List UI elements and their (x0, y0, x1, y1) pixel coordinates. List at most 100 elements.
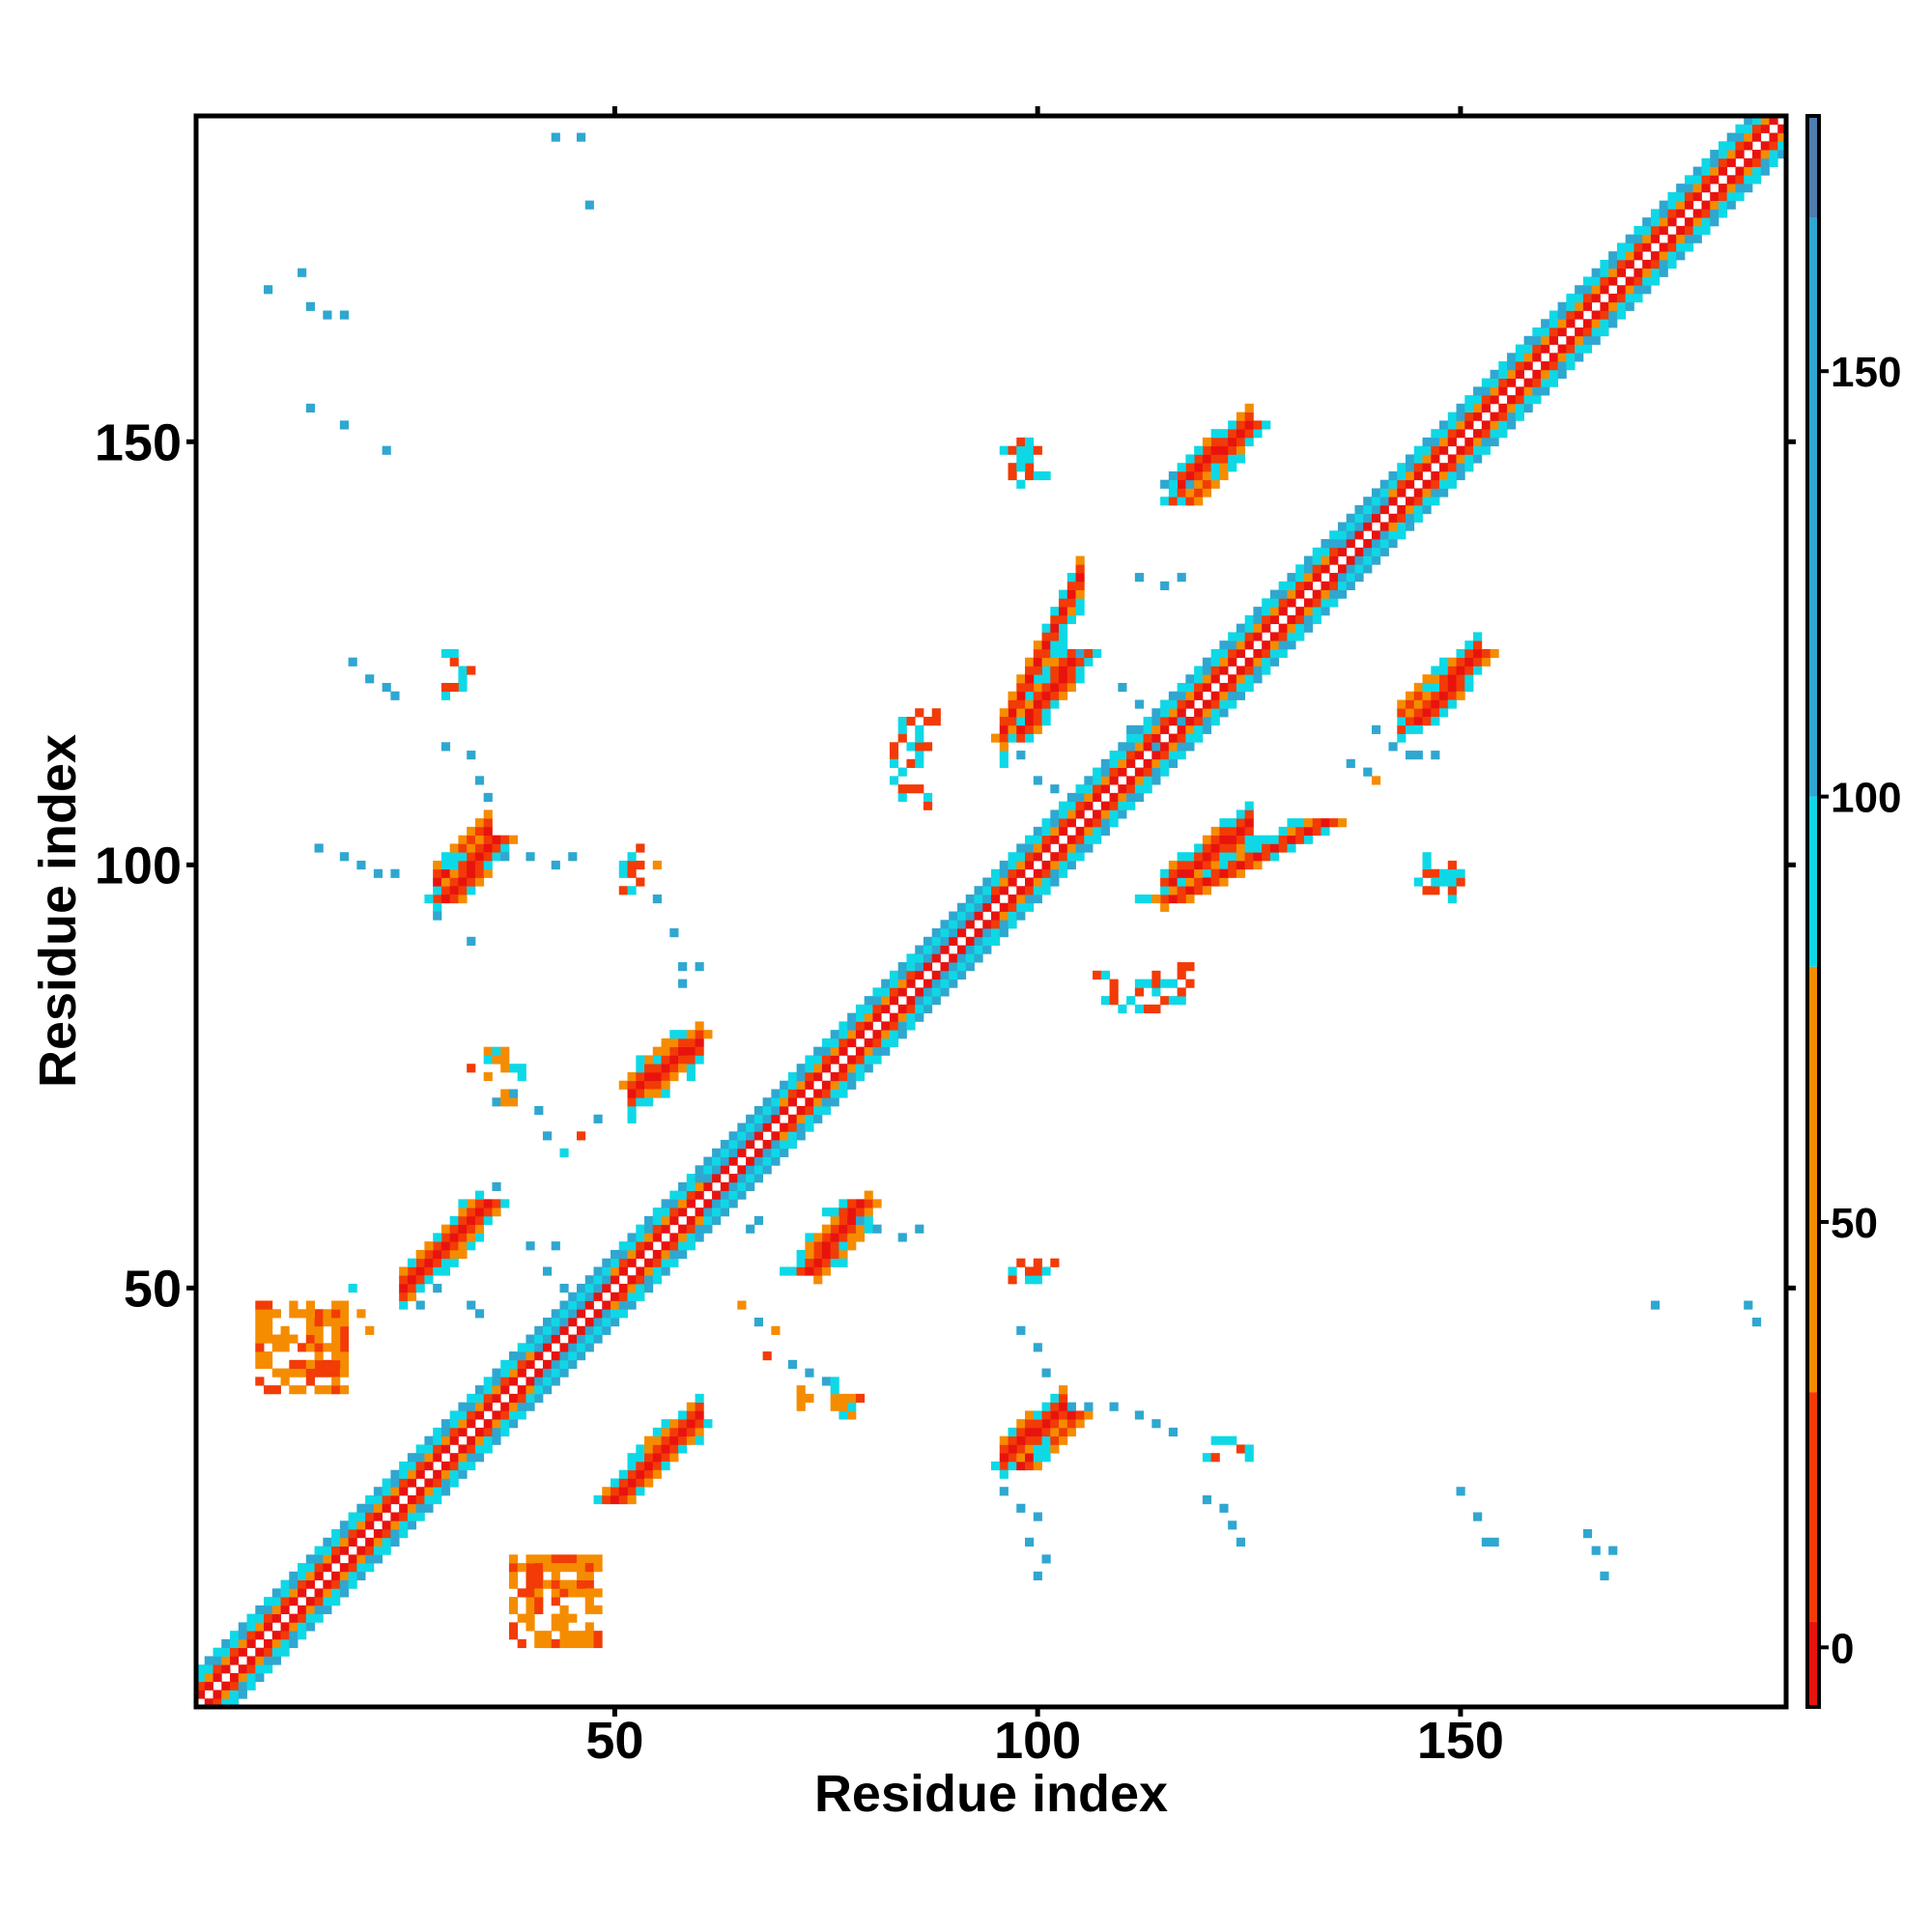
heatmap-cell (1337, 589, 1348, 599)
heatmap-cell (728, 1174, 738, 1183)
heatmap-cell (1406, 691, 1415, 700)
heatmap-cell (821, 1097, 832, 1107)
heatmap-cell (407, 1283, 417, 1293)
heatmap-cell (526, 1579, 535, 1589)
heatmap-cell (593, 1554, 603, 1564)
heatmap-cell (271, 1613, 281, 1623)
heatmap-cell (796, 1064, 806, 1073)
heatmap-cell (931, 945, 941, 954)
heatmap-cell (305, 1368, 315, 1378)
heatmap-cell (508, 1064, 519, 1073)
heatmap-cell (1541, 361, 1550, 371)
heatmap-cell (1033, 835, 1042, 844)
heatmap-cell (492, 1435, 501, 1445)
heatmap-cell (474, 1427, 485, 1437)
heatmap-cell (500, 1199, 510, 1208)
heatmap-cell (712, 1165, 722, 1175)
heatmap-cell (1456, 412, 1465, 421)
heatmap-cell (365, 1512, 375, 1521)
heatmap-cell (1109, 979, 1119, 988)
heatmap-cell (1219, 1503, 1229, 1513)
heatmap-cell (982, 902, 992, 912)
heatmap-cell (1515, 386, 1524, 396)
heatmap-cell (1210, 699, 1220, 709)
heatmap-cell (796, 1089, 806, 1098)
heatmap-cell (1059, 691, 1068, 700)
heatmap-cell (796, 1402, 806, 1411)
heatmap-cell (559, 1309, 569, 1319)
heatmap-cell (526, 1359, 535, 1369)
heatmap-cell (584, 1275, 594, 1285)
heatmap-cell (1033, 877, 1042, 887)
heatmap-cell (991, 877, 1001, 887)
heatmap-cell (1008, 463, 1017, 472)
heatmap-cell (661, 1215, 670, 1226)
heatmap-cell (474, 1453, 485, 1463)
heatmap-cell (1143, 758, 1152, 768)
heatmap-cell (1059, 810, 1068, 819)
heatmap-cell (382, 1503, 391, 1513)
heatmap-cell (407, 1453, 417, 1463)
heatmap-cell (1016, 843, 1026, 853)
colorbar-tick-label: 0 (1831, 1625, 1854, 1672)
heatmap-cell (1041, 1554, 1051, 1564)
heatmap-cell (611, 1309, 620, 1319)
heatmap-cell (339, 420, 349, 430)
heatmap-cell (559, 1579, 569, 1589)
heatmap-cell (1397, 488, 1406, 497)
heatmap-cell (289, 1597, 298, 1606)
heatmap-cell (1692, 166, 1702, 176)
heatmap-cell (474, 1208, 485, 1217)
heatmap-cell (1016, 445, 1026, 455)
heatmap-cell (1244, 403, 1254, 413)
heatmap-cell (1642, 259, 1652, 270)
heatmap-cell (1202, 437, 1212, 447)
heatmap-cell (314, 1571, 324, 1580)
heatmap-cell (1185, 742, 1195, 752)
heatmap-cell (559, 1148, 569, 1157)
heatmap-cell (1303, 835, 1314, 844)
heatmap-cell (644, 1097, 654, 1107)
heatmap-cell (762, 1351, 772, 1361)
heatmap-cell (1202, 860, 1212, 870)
heatmap-cell (1066, 1410, 1076, 1420)
heatmap-cell (1744, 1300, 1753, 1310)
heatmap-cell (872, 996, 882, 1006)
heatmap-cell (906, 1012, 916, 1022)
heatmap-cell (1185, 860, 1195, 870)
heatmap-cell (1464, 682, 1474, 693)
heatmap-cell (1379, 522, 1389, 531)
heatmap-cell (838, 1089, 848, 1098)
heatmap-cell (1059, 1410, 1068, 1420)
heatmap-cell (474, 1233, 485, 1242)
heatmap-cell (526, 1588, 535, 1598)
heatmap-cell (1278, 835, 1288, 844)
heatmap-cell (1244, 632, 1254, 641)
heatmap-cell (1718, 157, 1728, 167)
heatmap-cell (1084, 843, 1094, 853)
heatmap-cell (1388, 742, 1398, 752)
heatmap-cell (458, 1215, 468, 1226)
heatmap-cell (551, 860, 560, 870)
heatmap-cell (999, 928, 1009, 938)
heatmap-cell (965, 936, 975, 946)
heatmap-cell (1143, 776, 1152, 785)
heatmap-cell (1582, 276, 1593, 286)
heatmap-cell (551, 132, 560, 142)
heatmap-cell (838, 1021, 848, 1031)
heatmap-cell (949, 920, 958, 929)
heatmap-cell (568, 1359, 578, 1369)
heatmap-cell (1422, 463, 1432, 472)
heatmap-cell (1050, 826, 1060, 837)
heatmap-cell (956, 928, 967, 938)
heatmap-cell (780, 1097, 789, 1107)
colorbar-band (1807, 796, 1819, 967)
heatmap-cell (339, 1563, 349, 1573)
heatmap-cell (1371, 513, 1381, 523)
heatmap-cell (399, 1512, 409, 1521)
heatmap-cell (1684, 234, 1694, 243)
heatmap-cell (271, 1368, 281, 1378)
heatmap-cell (1160, 497, 1170, 506)
heatmap-cell (449, 852, 459, 862)
heatmap-cell (1033, 1435, 1042, 1445)
